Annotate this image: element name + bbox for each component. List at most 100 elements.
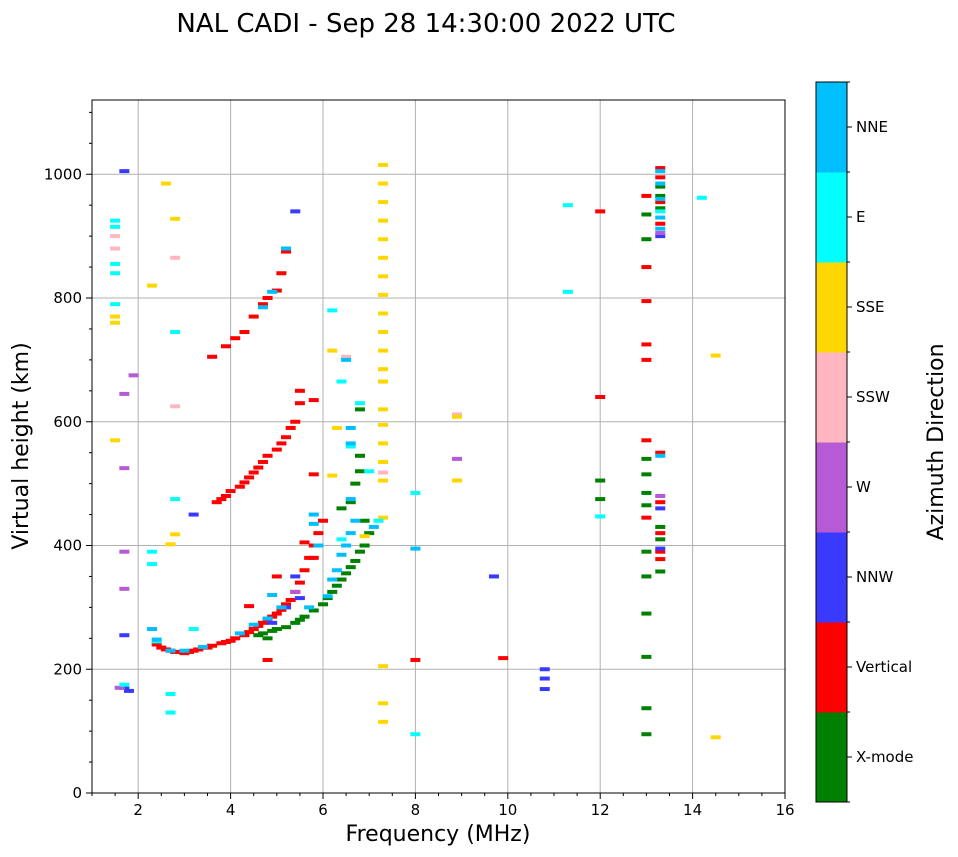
data-point-vertical [294, 580, 305, 585]
data-point-vertical [285, 425, 296, 430]
data-point-vertical [641, 299, 652, 304]
data-point-sse [378, 664, 389, 669]
y-tick-label: 800 [53, 289, 82, 307]
data-point-x-mode [655, 184, 666, 189]
data-point-ssw [110, 234, 121, 239]
data-point-vertical [313, 531, 324, 536]
data-point-sse [378, 237, 389, 242]
data-point-ssw [341, 354, 352, 359]
data-point-vertical [641, 438, 652, 443]
x-tick-label: 10 [498, 801, 517, 819]
data-point-x-mode [641, 237, 652, 242]
data-point-e [595, 514, 606, 519]
data-point-e [170, 330, 181, 335]
data-point-nne [313, 543, 324, 548]
data-point-vertical [220, 344, 231, 349]
data-point-sse [147, 283, 158, 288]
data-point-vertical [239, 480, 250, 485]
data-point-nne [345, 531, 356, 536]
data-point-ssw [110, 246, 121, 251]
data-point-w [128, 373, 139, 378]
data-point-sse [378, 311, 389, 316]
data-point-w [290, 589, 301, 594]
data-point-vertical [257, 302, 268, 307]
data-point-w [119, 391, 130, 396]
data-point-x-mode [364, 531, 375, 536]
data-point-nne [368, 524, 379, 529]
data-point-nne [345, 497, 356, 502]
data-point-ssw [170, 255, 181, 260]
data-point-sse [378, 255, 389, 260]
data-point-vertical [239, 330, 250, 335]
data-point-sse [378, 379, 389, 384]
data-point-sse [378, 330, 389, 335]
data-point-x-mode [350, 481, 361, 486]
data-point-sse [327, 473, 338, 478]
data-point-vertical [655, 557, 666, 562]
y-tick-label: 400 [53, 537, 82, 555]
data-point-nnw [294, 596, 305, 601]
colorbar-segment [816, 172, 847, 263]
data-point-e [410, 732, 421, 737]
data-point-e [345, 444, 356, 449]
data-point-sse [110, 438, 121, 443]
data-point-sse [170, 216, 181, 221]
data-point-nne [655, 453, 666, 458]
data-point-nne [281, 246, 292, 251]
data-point-vertical [308, 472, 319, 477]
data-point-sse [378, 200, 389, 205]
colorbar-tick-label: SSE [856, 298, 885, 316]
data-point-nnw [119, 169, 130, 174]
x-tick-label: 6 [318, 801, 328, 819]
data-point-ssw [170, 404, 181, 409]
data-point-x-mode [281, 625, 292, 630]
data-point-vertical [641, 342, 652, 347]
data-point-x-mode [595, 497, 606, 502]
data-point-e [110, 218, 121, 223]
data-point-sse [378, 459, 389, 464]
data-point-sse [378, 701, 389, 706]
data-point-vertical [655, 450, 666, 455]
data-point-nne [410, 546, 421, 551]
data-point-vertical [151, 642, 162, 647]
data-point-vertical [299, 568, 310, 573]
data-point-nne [267, 593, 278, 597]
data-point-nne [165, 648, 176, 653]
data-point-sse [710, 353, 721, 358]
data-point-x-mode [641, 549, 652, 554]
data-point-nne [234, 631, 245, 636]
data-point-vertical [216, 497, 227, 502]
x-tick-label: 2 [133, 801, 143, 819]
chart-title: NAL CADI - Sep 28 14:30:00 2022 UTC [176, 9, 675, 39]
data-point-nne [151, 637, 162, 642]
data-point-sse [378, 181, 389, 186]
data-point-nne [267, 289, 278, 294]
data-point-vertical [655, 500, 666, 505]
data-point-x-mode [354, 453, 365, 458]
data-point-nnw [123, 688, 134, 693]
data-point-x-mode [655, 569, 666, 574]
data-point-e [364, 469, 375, 474]
y-axis: 0 200 400 600 800 1000 [44, 111, 92, 802]
data-point-sse [160, 181, 171, 186]
data-point-vertical [257, 459, 268, 464]
data-point-vertical [290, 419, 301, 424]
data-point-sse [378, 274, 389, 279]
data-point-x-mode [327, 589, 338, 594]
data-point-sse [378, 162, 389, 167]
data-point-nne [350, 518, 361, 523]
data-point-x-mode [655, 206, 666, 211]
data-point-e [110, 224, 121, 229]
data-point-sse [378, 441, 389, 446]
data-point-sse [378, 719, 389, 724]
data-point-vertical [234, 484, 245, 489]
data-point-vertical [655, 549, 666, 554]
data-point-nne [262, 616, 273, 621]
data-point-nnw [655, 234, 666, 239]
data-point-x-mode [345, 565, 356, 570]
data-point-x-mode [318, 602, 328, 607]
data-point-nne [147, 627, 158, 632]
y-tick-label: 600 [53, 413, 82, 431]
colorbar-segment [816, 622, 847, 713]
